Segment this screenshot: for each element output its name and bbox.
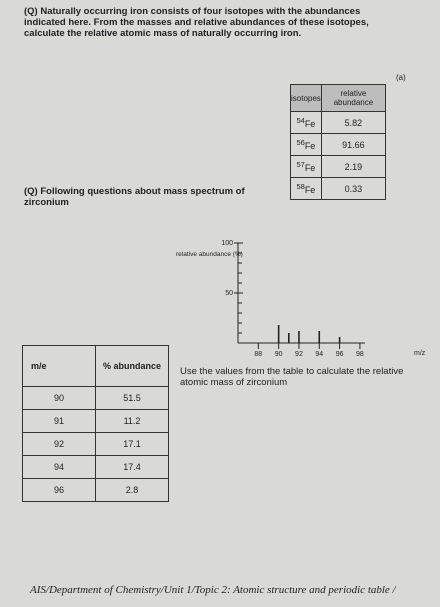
y-label: relative abundance (%) — [176, 251, 243, 258]
header: % abundance — [95, 345, 169, 387]
mark: (a) — [396, 73, 406, 82]
iron-table: isotopes relative abundance 54Fe 5.82 56Fe… — [290, 84, 387, 200]
footer: AIS/Department of Chemistry/Unit 1/Topic… — [30, 584, 396, 596]
bar — [277, 325, 280, 343]
x-tick-label: 96 — [336, 351, 344, 358]
bar — [338, 337, 341, 343]
question: (Q) Naturally occurring iron consists of… — [24, 6, 369, 39]
cell: 96 — [22, 478, 96, 502]
symbol: Fe — [304, 119, 316, 129]
x-tick-label: 90 — [275, 351, 283, 358]
symbol: Fe — [304, 185, 316, 195]
cell: 91 — [22, 409, 96, 433]
cell: 0.33 — [320, 177, 387, 200]
mass-number: 56 — [296, 138, 305, 147]
symbol: Fe — [304, 163, 316, 173]
cell: 90 — [22, 386, 96, 410]
cell: 92 — [22, 432, 96, 456]
bar — [298, 331, 300, 343]
x-tick-label: 94 — [315, 351, 323, 358]
x-label: m/z — [414, 350, 426, 357]
x-tick-label: 98 — [356, 351, 364, 358]
cell: 2.8 — [95, 478, 169, 502]
x-tick-label: 88 — [254, 351, 262, 358]
cell: 17.1 — [95, 432, 169, 456]
y-tick-label: 50 — [225, 290, 233, 297]
cell: 17.4 — [95, 455, 169, 479]
bar — [288, 333, 290, 343]
symbol: Fe — [304, 141, 316, 151]
isotope: 58Fe — [290, 177, 322, 200]
cell: 51.5 — [95, 386, 169, 410]
y-tick-label: 100 — [221, 240, 233, 247]
mass-number: 58 — [296, 182, 305, 191]
x-tick-label: 92 — [295, 351, 303, 358]
task: Use the values from the table to calcula… — [180, 366, 404, 388]
bar — [318, 331, 321, 343]
mass-number: 57 — [296, 160, 305, 169]
zr-table: m/e% abundance 90 51.5 91 11.2 92 17.1 94 17… — [22, 345, 169, 502]
question: (Q) Following questions about mass spect… — [24, 186, 245, 208]
cell: 94 — [22, 455, 96, 479]
header: m/e — [22, 345, 96, 387]
mass-number: 54 — [296, 116, 305, 125]
cell: 11.2 — [95, 409, 169, 433]
